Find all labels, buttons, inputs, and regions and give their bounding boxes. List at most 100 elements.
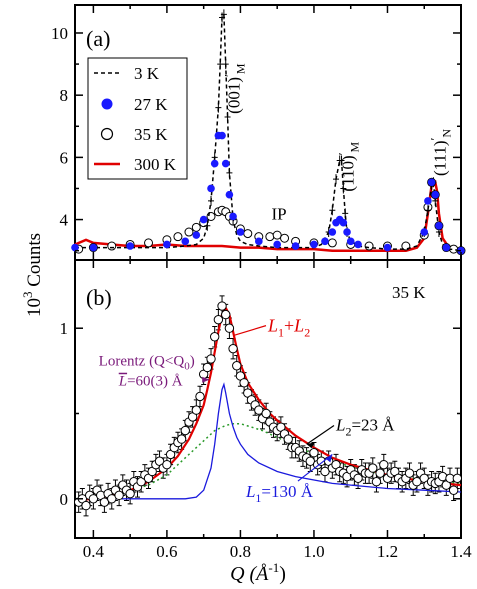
point-27k [346,237,355,246]
x-axis-label: Q (Å-1) [230,560,286,585]
point-27k [126,242,134,250]
point-35k [375,468,385,478]
point-27k [273,240,281,249]
point-27k [207,184,215,193]
l2-arrow [306,425,335,445]
x-tick-label: 1.2 [377,542,398,561]
point-27k [89,243,98,252]
legend-swatch-35k [100,127,114,141]
point-35k [379,459,389,470]
point-27k [328,228,337,236]
panel-b-frame [74,259,462,539]
lorentz-text: Lorentz (Q<Q [99,354,185,370]
point-27k [420,228,429,236]
legend-swatch-27k [101,98,113,110]
panel-a-plot [71,9,466,256]
point-35k [209,332,220,342]
point-35k [265,232,275,242]
x-tick-label: 0.4 [83,542,105,561]
peak-label-main: (001) [225,77,244,114]
point-35k [228,343,238,354]
point-27k [442,243,451,252]
legend-label-35k: 35 K [134,125,168,144]
peak-label-sub: M [234,63,248,74]
point-35k [309,448,319,458]
point-27k [431,190,440,199]
point-35k [202,362,213,373]
lorentz-sub: 0 [184,361,190,373]
point-35k [180,425,190,436]
errorbar-3k [208,195,215,206]
y-tick-label-a: 4 [60,211,69,230]
y-tick-label-b: 0 [60,490,69,509]
annotation-part: L [267,316,278,336]
annotation-part: L [293,316,304,336]
point-27k [225,190,234,199]
peak-label: (111)′N [428,129,454,176]
point-27k [354,240,362,249]
annotation-part: 1 [255,491,261,505]
point-27k [255,237,263,246]
point-35k [191,405,202,415]
errorbar-3k [220,9,227,20]
peak-label: (001)′M [222,63,248,114]
peak-label-prime: ′ [428,137,443,140]
point-35k [221,309,231,320]
point-27k [236,228,245,236]
x-tick-label: 1.4 [450,542,472,561]
point-35k [144,238,154,248]
point-27k [435,221,443,230]
annotation-part: 2 [304,326,310,340]
peak-label-sub: M [348,142,362,153]
point-27k [310,240,318,249]
point-35k [283,434,293,444]
errorbar-3k [226,167,233,178]
annotation-part: L [245,482,255,501]
point-35k [448,485,459,495]
point-35k [162,459,172,470]
annotation-l2: L2=23 Å [335,416,395,439]
point-35k [81,500,91,511]
errorbar-3k [215,102,222,113]
ip-label: IP [271,205,286,224]
annotation-part: 1 [278,326,284,340]
point-27k [181,237,190,246]
point-27k [339,218,348,227]
point-35k [232,361,242,371]
point-35k [239,378,249,388]
point-35k [191,222,201,232]
peak-label: (110)′M [336,142,362,192]
point-35k [107,241,117,251]
y-tick-label-a: 8 [60,86,69,105]
errorbar-3k [340,183,347,194]
annotation-part: L [335,416,345,435]
peak-label-main: (111) [431,140,450,176]
point-35k [280,233,290,243]
point-35k [224,323,235,333]
point-35k [452,473,463,484]
lorentz-value: =60(3) Å [127,374,183,390]
x-tick-label: 0.6 [156,542,177,561]
point-35k [114,490,124,501]
point-27k [221,159,230,168]
point-35k [371,477,382,487]
point-35k [206,354,216,364]
point-27k [199,215,208,224]
legend-label-300k: 300 K [134,155,177,174]
point-35k [217,301,227,311]
temperature-label: 35 K [392,283,426,302]
panel-a-annotations: (001)′M(110)′M (111)′NIP [222,63,454,223]
annotation-part: + [284,316,294,336]
errorbar-3k [424,205,431,216]
point-35k [184,227,194,237]
legend-label-27k: 27 K [134,95,168,114]
point-35k [261,408,271,419]
legend-box [87,57,188,180]
annotation-sum: L1+L2 [267,316,310,340]
sum-pointer [234,325,267,336]
point-35k [176,434,187,444]
errorbar-3k [217,59,224,70]
point-35k [213,314,224,325]
x-tick-label: 0.8 [230,542,251,561]
point-35k [353,473,363,484]
